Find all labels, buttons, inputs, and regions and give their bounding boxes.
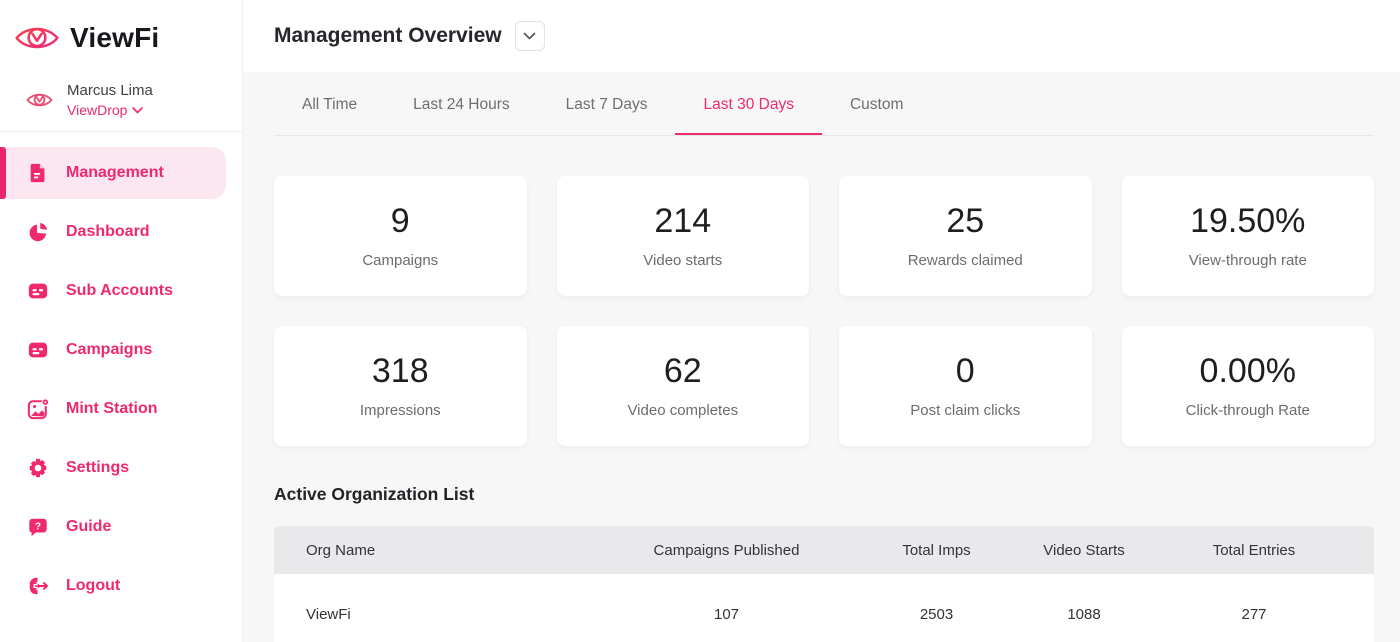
stat-card-video-completes: 62 Video completes xyxy=(556,326,809,446)
sidebar-item-label: Settings xyxy=(66,459,130,476)
cell-total-entries: 277 xyxy=(1241,605,1267,623)
topbar: Management Overview xyxy=(243,0,1400,72)
tab-last-30-days[interactable]: Last 30 Days xyxy=(675,72,822,135)
stat-value: 0 xyxy=(955,352,975,390)
cell-campaigns-published: 107 xyxy=(713,605,740,623)
stat-value: 19.50% xyxy=(1190,202,1306,240)
accounts-card-icon xyxy=(27,280,49,302)
stat-value: 214 xyxy=(654,202,712,240)
stat-label: Rewards claimed xyxy=(907,252,1023,269)
sidebar-item-label: Guide xyxy=(66,518,112,535)
stat-label: Video completes xyxy=(627,402,739,419)
stat-card-post-claim-clicks: 0 Post claim clicks xyxy=(839,326,1092,446)
stat-card-campaigns: 9 Campaigns xyxy=(274,176,527,296)
org-table-header-row: Org Name Campaigns Published Total Imps … xyxy=(274,526,1374,574)
user-section: Marcus Lima ViewDrop xyxy=(0,82,242,118)
stat-value: 318 xyxy=(371,352,429,390)
logout-icon xyxy=(27,575,49,597)
sidebar-item-logout[interactable]: Logout xyxy=(0,560,226,612)
column-header-total-entries: Total Entries xyxy=(1212,541,1296,559)
sidebar-nav: Management Dashboard xyxy=(0,132,242,612)
stat-card-rewards-claimed: 25 Rewards claimed xyxy=(839,176,1092,296)
tab-custom[interactable]: Custom xyxy=(849,96,904,113)
brand-logo: ViewFi xyxy=(0,14,242,62)
sidebar-item-label: Dashboard xyxy=(66,223,150,240)
image-badge-icon xyxy=(27,398,50,420)
content: All Time Last 24 Hours Last 7 Days Last … xyxy=(243,72,1400,642)
sidebar-divider xyxy=(0,131,242,132)
stat-card-impressions: 318 Impressions xyxy=(274,326,527,446)
document-icon xyxy=(27,162,49,184)
stat-value: 62 xyxy=(663,352,702,390)
chevron-down-icon xyxy=(132,106,144,114)
sidebar-item-dashboard[interactable]: Dashboard xyxy=(0,206,226,258)
sidebar-item-management[interactable]: Management xyxy=(0,147,226,199)
chevron-down-icon xyxy=(523,32,536,40)
org-table: Org Name Campaigns Published Total Imps … xyxy=(274,526,1374,642)
eye-avatar-icon xyxy=(26,90,53,110)
org-switcher-label: ViewDrop xyxy=(67,102,128,118)
column-header-campaigns-published: Campaigns Published xyxy=(653,541,800,559)
stat-card-video-starts: 214 Video starts xyxy=(556,176,809,296)
cell-total-imps: 2503 xyxy=(919,605,954,623)
sidebar-item-guide[interactable]: ? Guide xyxy=(0,501,226,553)
user-name: Marcus Lima xyxy=(67,82,153,99)
sidebar-item-label: Mint Station xyxy=(66,400,158,417)
tab-last-7-days[interactable]: Last 7 Days xyxy=(565,96,648,113)
org-list-title: Active Organization List xyxy=(274,484,475,504)
time-range-tabs: All Time Last 24 Hours Last 7 Days Last … xyxy=(274,72,1374,136)
sidebar-item-sub-accounts[interactable]: Sub Accounts xyxy=(0,265,226,317)
stat-card-click-through-rate: 0.00% Click-through Rate xyxy=(1121,326,1374,446)
sidebar-item-label: Logout xyxy=(66,577,121,594)
org-switcher[interactable]: ViewDrop xyxy=(67,102,153,118)
stat-value: 9 xyxy=(390,202,410,240)
stats-grid: 9 Campaigns 214 Video starts 25 Rewards … xyxy=(274,176,1374,446)
stat-label: Impressions xyxy=(359,402,441,419)
stat-label: Click-through Rate xyxy=(1185,402,1310,419)
user-info: Marcus Lima ViewDrop xyxy=(67,82,153,118)
brand-name: ViewFi xyxy=(70,22,160,53)
pie-chart-icon xyxy=(27,221,49,243)
tab-last-24-hours[interactable]: Last 24 Hours xyxy=(413,96,510,113)
sidebar-item-settings[interactable]: Settings xyxy=(0,442,226,494)
eye-logo-icon xyxy=(14,21,60,55)
page-title-dropdown-button[interactable] xyxy=(514,21,545,51)
campaigns-card-icon xyxy=(27,339,49,361)
stat-label: Post claim clicks xyxy=(910,402,1021,419)
column-header-video-starts: Video Starts xyxy=(1043,541,1125,559)
sidebar-item-campaigns[interactable]: Campaigns xyxy=(0,324,226,376)
stat-value: 0.00% xyxy=(1199,352,1296,390)
stat-label: View-through rate xyxy=(1188,252,1307,269)
column-header-total-imps: Total Imps xyxy=(902,541,971,559)
column-header-org-name: Org Name xyxy=(306,541,376,559)
sidebar-item-mint-station[interactable]: Mint Station xyxy=(0,383,226,435)
question-bubble-icon: ? xyxy=(27,516,49,538)
gear-icon xyxy=(27,457,49,479)
stat-label: Video starts xyxy=(643,252,723,269)
sidebar: ViewFi Marcus Lima ViewDrop xyxy=(0,0,243,642)
tab-all-time[interactable]: All Time xyxy=(302,96,358,113)
sidebar-item-label: Campaigns xyxy=(66,341,153,358)
main-area: Management Overview All Time Last 24 Hou… xyxy=(243,0,1400,642)
stat-card-view-through-rate: 19.50% View-through rate xyxy=(1121,176,1374,296)
cell-org-name: ViewFi xyxy=(306,605,351,623)
org-table-row[interactable]: ViewFi 107 2503 1088 277 xyxy=(274,574,1374,642)
stat-label: Campaigns xyxy=(362,252,439,269)
sidebar-item-label: Management xyxy=(66,164,164,181)
page-title: Management Overview xyxy=(274,24,502,47)
stat-value: 25 xyxy=(946,202,985,240)
cell-video-starts: 1088 xyxy=(1067,605,1101,623)
sidebar-item-label: Sub Accounts xyxy=(66,282,173,299)
svg-text:?: ? xyxy=(35,521,41,532)
